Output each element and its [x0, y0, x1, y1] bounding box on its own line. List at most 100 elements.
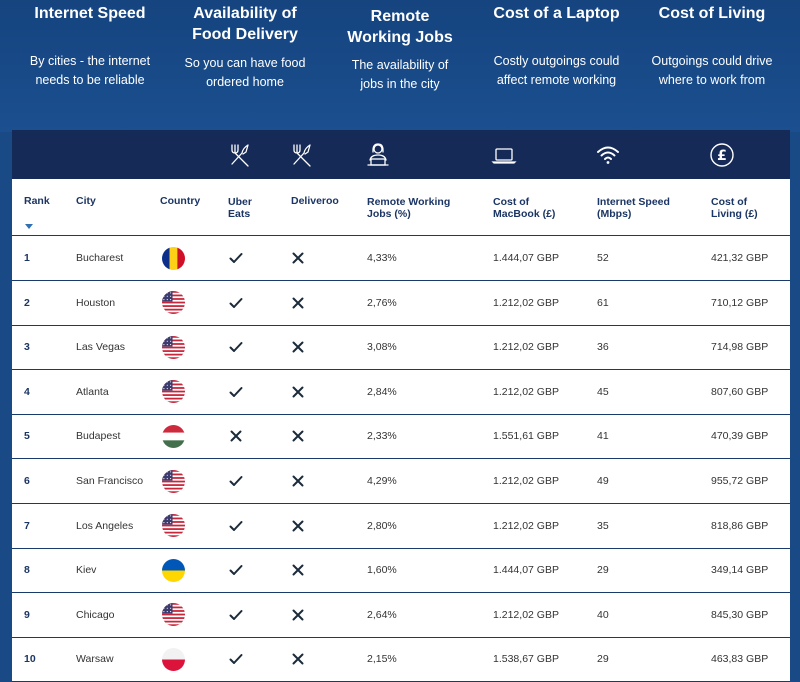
deliveroo-cross-icon: [291, 414, 305, 458]
city-cell: Kiev: [76, 564, 97, 577]
country-cell: [162, 370, 185, 414]
table-row[interactable]: 10 Warsaw 2,15% 1.538,67 GBP 29 463,83 GBP: [12, 637, 790, 682]
table-row[interactable]: 7 Los Angeles 2,80% 1.212,02 GBP 35 818,86 GB…: [12, 504, 790, 549]
table-row[interactable]: 4 Atlanta 2,84% 1.212,02 GBP 45 807,60 GBP: [12, 370, 790, 415]
city-cell: San Francisco: [76, 475, 144, 487]
feature-description: Costly outgoings could affect remote wor…: [493, 54, 620, 87]
deliveroo-cross-icon: [291, 459, 305, 503]
country-cell: [162, 325, 185, 369]
internet-speed-cell: 61: [597, 296, 609, 309]
romania-flag-icon: [162, 246, 185, 270]
rank-cell: 8: [24, 564, 30, 577]
city-cell: Bucharest: [76, 252, 124, 264]
country-cell: [162, 548, 185, 592]
usa-flag-icon: [162, 469, 185, 493]
usa-flag-icon: [162, 291, 185, 315]
usa-flag-icon: [162, 335, 185, 359]
internet-speed-cell: 29: [597, 564, 609, 577]
macbook-cost-cell: 1.444,07 GBP: [493, 252, 559, 264]
internet-speed-cell: 41: [597, 430, 609, 443]
fork-knife-icon: [231, 144, 249, 167]
country-cell: [162, 637, 185, 681]
column-header-city[interactable]: City: [76, 195, 96, 207]
city-cell: Atlanta: [76, 385, 109, 398]
country-cell: [162, 459, 185, 503]
remote-jobs-cell: 4,29%: [367, 475, 397, 487]
sort-descending-icon[interactable]: [25, 224, 33, 229]
city-cell: Chicago: [76, 608, 115, 621]
column-header-uber-eats[interactable]: Uber Eats: [228, 196, 252, 220]
deliveroo-cross-icon: [291, 504, 305, 548]
macbook-cost-cell: 1.212,02 GBP: [493, 519, 559, 532]
uber-eats-check-icon: [229, 593, 243, 637]
column-header-deliveroo[interactable]: Deliveroo: [291, 195, 339, 207]
city-cell: Houston: [76, 296, 116, 309]
deliveroo-cross-icon: [291, 236, 305, 280]
usa-flag-icon: [162, 603, 185, 627]
feature-title: Cost of a Laptop: [493, 5, 620, 22]
internet-speed-cell: 45: [597, 385, 609, 398]
feature-title: Availability of Food Delivery: [192, 5, 298, 43]
remote-jobs-cell: 2,80%: [367, 519, 397, 532]
deliveroo-cross-icon: [291, 281, 305, 325]
remote-jobs-cell: 4,33%: [367, 252, 397, 264]
cost-of-living-cell: 349,14 GBP: [711, 564, 769, 577]
feature-internet-speed: Internet Speed By cities - the internet …: [20, 0, 160, 89]
city-cell: Warsaw: [76, 653, 114, 666]
uber-eats-check-icon: [229, 459, 243, 503]
cost-of-living-cell: 818,86 GBP: [711, 519, 769, 532]
uber-eats-check-icon: [229, 370, 243, 414]
deliveroo-cross-icon: [291, 548, 305, 592]
rank-cell: 2: [24, 296, 30, 309]
rankings-table: £ Rank City Country Uber Eats Deliveroo …: [12, 130, 790, 682]
feature-title: Remote Working Jobs: [347, 8, 453, 46]
table-row[interactable]: 6 San Francisco 4,29% 1.212,02 GBP 49 955,72 …: [12, 459, 790, 504]
table-row[interactable]: 9 Chicago 2,64% 1.212,02 GBP 40 845,30 GBP: [12, 593, 790, 638]
features-banner: Internet Speed By cities - the internet …: [0, 0, 800, 132]
feature-description: The availability of jobs in the city: [351, 58, 449, 91]
feature-remote-jobs: Remote Working Jobs The availability of …: [340, 0, 460, 93]
uber-eats-check-icon: [229, 236, 243, 280]
cost-of-living-cell: 955,72 GBP: [711, 475, 769, 487]
uber-eats-cross-icon: [229, 414, 243, 458]
rank-cell: 5: [24, 430, 30, 443]
internet-speed-cell: 52: [597, 252, 609, 264]
city-cell: Los Angeles: [76, 519, 134, 532]
macbook-cost-cell: 1.551,61 GBP: [493, 430, 559, 443]
internet-speed-cell: 36: [597, 341, 609, 354]
table-row[interactable]: 2 Houston 2,76% 1.212,02 GBP 61 710,12 GBP: [12, 281, 790, 326]
hungary-flag-icon: [162, 424, 185, 448]
feature-title: Internet Speed: [34, 5, 146, 22]
table-row[interactable]: 3 Las Vegas 3,08% 1.212,02 GBP 36 714,98 GBP: [12, 325, 790, 371]
usa-flag-icon: [162, 514, 185, 538]
table-row[interactable]: 1 Bucharest 4,33% 1.444,07 GBP 52 421,32 GBP: [12, 236, 790, 281]
column-header-macbook-cost[interactable]: Cost of MacBook (£): [493, 196, 556, 220]
icon-header-band: £: [12, 130, 790, 179]
internet-speed-cell: 49: [597, 475, 609, 487]
column-header-internet-speed[interactable]: Internet Speed (Mbps): [597, 196, 670, 220]
country-cell: [162, 593, 185, 637]
internet-speed-cell: 29: [597, 653, 609, 666]
macbook-cost-cell: 1.444,07 GBP: [493, 564, 559, 577]
feature-description: By cities - the internet needs to be rel…: [29, 54, 151, 87]
column-header-rank[interactable]: Rank: [24, 195, 50, 207]
uber-eats-check-icon: [229, 504, 243, 548]
macbook-cost-cell: 1.212,02 GBP: [493, 475, 559, 487]
cost-of-living-cell: 710,12 GBP: [711, 296, 769, 309]
svg-text:£: £: [717, 148, 727, 164]
laptop-icon: [491, 148, 517, 164]
remote-jobs-cell: 2,76%: [367, 296, 397, 309]
column-header-country[interactable]: Country: [160, 195, 201, 207]
cost-of-living-cell: 807,60 GBP: [711, 385, 769, 398]
uber-eats-check-icon: [229, 325, 243, 369]
feature-description: Outgoings could drive where to work from: [651, 54, 773, 87]
internet-speed-cell: 35: [597, 519, 609, 532]
table-row[interactable]: 5 Budapest 2,33% 1.551,61 GBP 41 470,39 GBP: [12, 414, 790, 460]
column-header-cost-of-living[interactable]: Cost of Living (£): [711, 196, 758, 220]
column-header-remote-jobs[interactable]: Remote Working Jobs (%): [367, 196, 451, 220]
feature-title: Cost of Living: [658, 5, 766, 22]
table-row[interactable]: 8 Kiev 1,60% 1.444,07 GBP 29 349,14 GBP: [12, 548, 790, 594]
macbook-cost-cell: 1.212,02 GBP: [493, 385, 559, 398]
wifi-icon: [597, 146, 619, 164]
remote-jobs-cell: 2,64%: [367, 608, 397, 621]
